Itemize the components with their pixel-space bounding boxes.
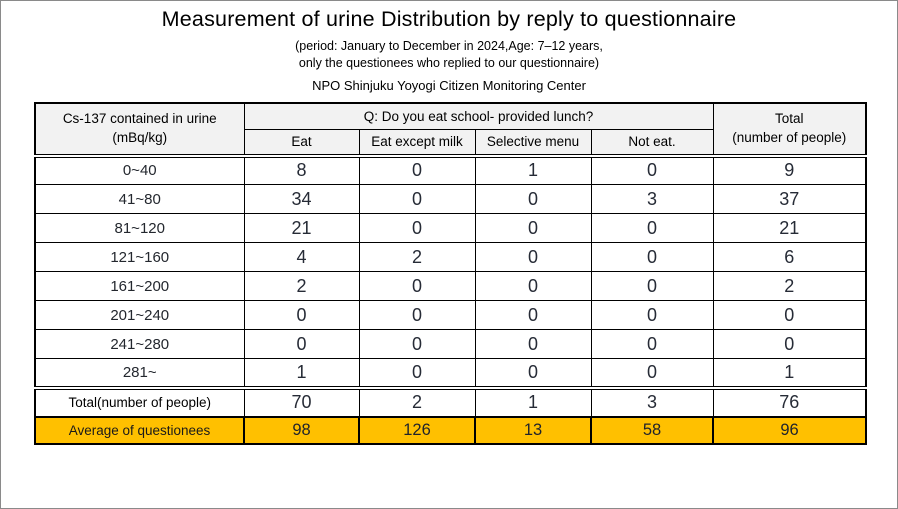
table-row: 241~280 0 0 0 0 0 bbox=[34, 329, 867, 359]
value-cell: 0 bbox=[358, 213, 476, 243]
title-block: Measurement of urine Distribution by rep… bbox=[1, 1, 897, 93]
value-cell: 0 bbox=[590, 242, 714, 272]
subtitle-line-2: only the questionees who replied to our … bbox=[298, 56, 600, 71]
value-cell: 1 bbox=[474, 153, 592, 185]
subtitle: (period: January to December in 2024,Age… bbox=[1, 38, 897, 73]
column-header-not-eat: Not eat. bbox=[590, 129, 714, 156]
range-cell: 241~280 bbox=[34, 329, 245, 359]
average-row: Average of questionees 98 126 13 58 96 bbox=[34, 415, 868, 445]
total-row-grand-total: 76 bbox=[712, 385, 867, 417]
value-cell: 0 bbox=[358, 358, 476, 388]
page-title: Measurement of urine Distribution by rep… bbox=[161, 7, 737, 31]
range-cell: 41~80 bbox=[34, 184, 245, 214]
value-cell: 0 bbox=[474, 213, 592, 243]
value-cell: 2 bbox=[243, 271, 360, 301]
value-cell: 0 bbox=[590, 213, 714, 243]
total-header-line1: Total bbox=[775, 111, 804, 127]
total-value-cell: 0 bbox=[712, 300, 867, 330]
table-row: 41~80 34 0 0 3 37 bbox=[34, 184, 867, 214]
table-row: 0~40 8 0 1 0 9 bbox=[34, 153, 867, 185]
value-cell: 34 bbox=[243, 184, 360, 214]
column-header-eat: Eat bbox=[243, 129, 360, 156]
range-cell: 281~ bbox=[34, 358, 245, 388]
range-cell: 81~120 bbox=[34, 213, 245, 243]
value-cell: 0 bbox=[590, 329, 714, 359]
total-header-cell: Total (number of people) bbox=[712, 102, 867, 156]
total-value-cell: 6 bbox=[712, 242, 867, 272]
value-cell: 0 bbox=[474, 358, 592, 388]
value-cell: 0 bbox=[474, 300, 592, 330]
average-row-label: Average of questionees bbox=[34, 415, 245, 445]
column-header-eat-except-milk: Eat except milk bbox=[358, 129, 476, 156]
table-row: 161~200 2 0 0 0 2 bbox=[34, 271, 867, 301]
table-row: 81~120 21 0 0 0 21 bbox=[34, 213, 867, 243]
total-row-value: 70 bbox=[243, 385, 360, 417]
value-cell: 4 bbox=[243, 242, 360, 272]
total-value-cell: 21 bbox=[712, 213, 867, 243]
value-cell: 0 bbox=[358, 153, 476, 185]
value-cell: 0 bbox=[474, 242, 592, 272]
average-row-value: 126 bbox=[358, 415, 476, 445]
value-cell: 2 bbox=[358, 242, 476, 272]
corner-header-line1: Cs-137 contained in urine bbox=[62, 111, 217, 127]
range-cell: 201~240 bbox=[34, 300, 245, 330]
total-header-line2: (number of people) bbox=[732, 129, 847, 145]
question-header-cell: Q: Do you eat school- provided lunch? bbox=[243, 102, 714, 130]
average-row-value: 13 bbox=[474, 415, 592, 445]
value-cell: 0 bbox=[590, 153, 714, 185]
average-row-overall: 96 bbox=[712, 415, 868, 445]
table-row: 281~ 1 0 0 0 1 bbox=[34, 358, 867, 388]
value-cell: 3 bbox=[590, 184, 714, 214]
value-cell: 0 bbox=[358, 329, 476, 359]
total-row-value: 1 bbox=[474, 385, 592, 417]
average-row-value: 98 bbox=[243, 415, 360, 445]
value-cell: 8 bbox=[243, 153, 360, 185]
table-row: 121~160 4 2 0 0 6 bbox=[34, 242, 867, 272]
total-value-cell: 1 bbox=[712, 358, 867, 388]
total-value-cell: 0 bbox=[712, 329, 867, 359]
value-cell: 0 bbox=[474, 184, 592, 214]
value-cell: 0 bbox=[590, 358, 714, 388]
corner-header-cell: Cs-137 contained in urine (mBq/kg) bbox=[34, 102, 245, 156]
value-cell: 0 bbox=[243, 300, 360, 330]
measurement-table: Cs-137 contained in urine (mBq/kg) Q: Do… bbox=[34, 101, 868, 445]
value-cell: 0 bbox=[358, 300, 476, 330]
total-row: Total(number of people) 70 2 1 3 76 bbox=[34, 385, 867, 417]
value-cell: 0 bbox=[474, 329, 592, 359]
table-row: 201~240 0 0 0 0 0 bbox=[34, 300, 867, 330]
total-value-cell: 37 bbox=[712, 184, 867, 214]
value-cell: 0 bbox=[243, 329, 360, 359]
range-cell: 161~200 bbox=[34, 271, 245, 301]
column-header-selective-menu: Selective menu bbox=[474, 129, 592, 156]
value-cell: 0 bbox=[590, 300, 714, 330]
organization-name: NPO Shinjuku Yoyogi Citizen Monitoring C… bbox=[312, 77, 586, 93]
average-row-value: 58 bbox=[589, 415, 715, 445]
value-cell: 0 bbox=[590, 271, 714, 301]
total-row-value: 2 bbox=[358, 385, 476, 417]
total-value-cell: 9 bbox=[712, 153, 867, 185]
corner-header-line2: (mBq/kg) bbox=[112, 129, 168, 145]
value-cell: 0 bbox=[358, 271, 476, 301]
value-cell: 0 bbox=[474, 271, 592, 301]
range-cell: 0~40 bbox=[34, 153, 245, 185]
value-cell: 0 bbox=[358, 184, 476, 214]
total-row-value: 3 bbox=[590, 385, 714, 417]
range-cell: 121~160 bbox=[34, 242, 245, 272]
value-cell: 1 bbox=[243, 358, 360, 388]
subtitle-line-1: (period: January to December in 2024,Age… bbox=[295, 39, 603, 53]
total-row-label: Total(number of people) bbox=[34, 385, 245, 417]
value-cell: 21 bbox=[243, 213, 360, 243]
total-value-cell: 2 bbox=[712, 271, 867, 301]
